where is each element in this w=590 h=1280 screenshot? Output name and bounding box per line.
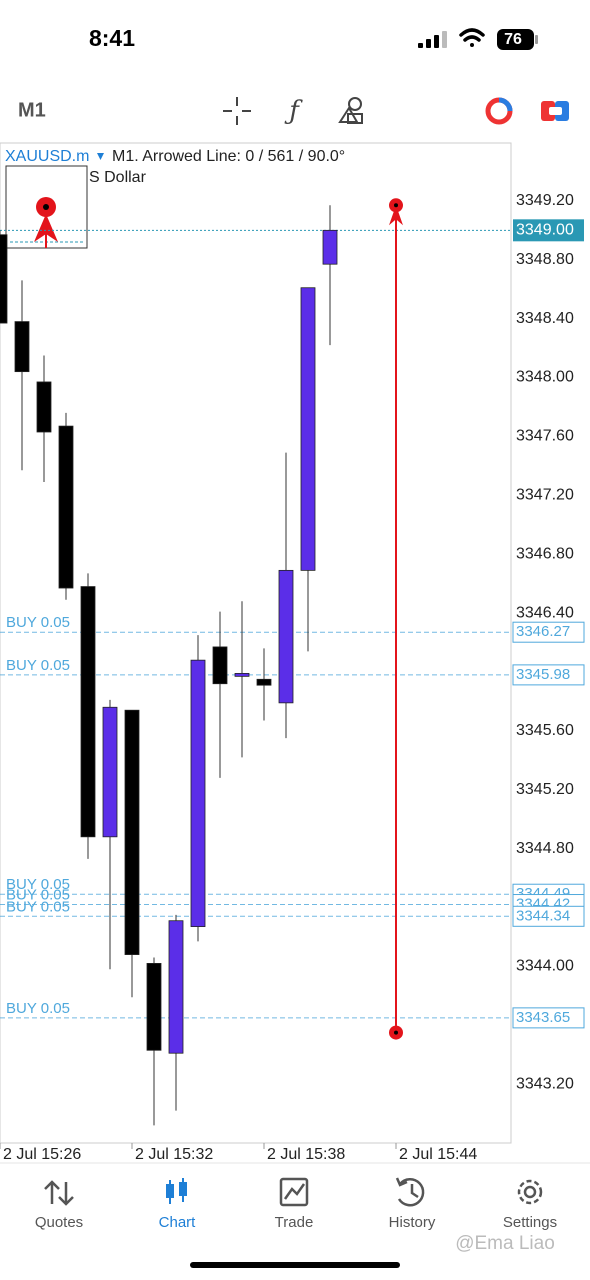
tab-label[interactable]: History <box>389 1214 436 1231</box>
candle-body <box>58 425 74 589</box>
y-tick-label: 3347.20 <box>516 487 574 504</box>
status-time: 8:41 <box>89 25 135 51</box>
history-icon <box>395 1177 425 1207</box>
symbol[interactable]: XAUUSD.m <box>5 148 89 165</box>
order-price: 3345.98 <box>516 666 570 683</box>
symbol-dropdown[interactable] <box>97 153 104 160</box>
y-tick-label: 3345.20 <box>516 781 574 798</box>
price-label: 3349.00 <box>516 222 574 239</box>
candle-body <box>168 920 184 1054</box>
y-tick-label: 3346.80 <box>516 545 574 562</box>
trading-button[interactable] <box>485 97 513 125</box>
plot-frame <box>0 142 512 1144</box>
tab-label[interactable]: Trade <box>275 1214 314 1231</box>
candle-body <box>278 569 294 704</box>
order-price-box <box>512 905 585 927</box>
y-tick-label: 3348.80 <box>516 251 574 268</box>
tab-label[interactable]: Quotes <box>35 1214 83 1231</box>
candle-body <box>256 678 272 686</box>
y-tick-label: 3348.40 <box>516 310 574 327</box>
wifi-icon <box>459 28 485 47</box>
indicators-button[interactable]: ƒ <box>284 96 303 126</box>
trade-icon <box>279 1177 309 1207</box>
candle-body <box>300 287 316 571</box>
quotes-icon <box>44 1180 74 1206</box>
order-price: 3343.65 <box>516 1009 570 1026</box>
candle-body <box>124 709 140 955</box>
battery <box>497 29 534 50</box>
chart-icon <box>166 1178 187 1204</box>
chart-subtitle: M1. Arrowed Line: 0 / 561 / 90.0° <box>112 148 345 165</box>
symbol-description: S Dollar <box>89 169 147 186</box>
y-tick-label: 3348.00 <box>516 369 574 386</box>
price-box <box>513 219 584 242</box>
y-tick-label: 3345.60 <box>516 722 574 739</box>
order-price-box <box>512 621 585 643</box>
order-label: BUY 0.05 <box>6 1000 70 1017</box>
y-tick-label: 3343.20 <box>516 1075 574 1092</box>
battery-tip <box>535 35 538 44</box>
order-price-box <box>512 664 585 686</box>
arrow-end-bottom-dot <box>394 1030 398 1035</box>
battery-level: 76 <box>504 31 522 48</box>
objects-button[interactable] <box>338 97 363 124</box>
order-price-box <box>512 1007 585 1029</box>
arrow-end-top-dot <box>394 203 398 208</box>
candle-body <box>212 646 228 685</box>
tab-label[interactable]: Chart <box>159 1214 197 1231</box>
y-tick-label: 3347.60 <box>516 428 574 445</box>
signal-icon <box>418 31 447 48</box>
crosshair-button[interactable] <box>223 97 251 125</box>
order-price: 3344.34 <box>516 907 570 924</box>
order-price: 3346.27 <box>516 623 570 640</box>
tab-bar: Quotes Chart Trade History Settings <box>35 1214 557 1231</box>
settings-icon <box>517 1179 543 1205</box>
tab-label[interactable]: Settings <box>503 1214 557 1231</box>
order-label: BUY 0.05 <box>6 898 70 915</box>
home-indicator <box>190 1262 400 1268</box>
one-click-button[interactable] <box>541 101 569 121</box>
order-label: BUY 0.05 <box>6 657 70 674</box>
y-tick-label: 3344.00 <box>516 958 574 975</box>
arrow-head <box>389 205 403 226</box>
candle-body <box>190 659 206 928</box>
candle-body <box>36 381 52 433</box>
candle-body <box>322 229 338 265</box>
y-tick-label: 3349.20 <box>516 192 574 209</box>
candle-body <box>0 234 8 324</box>
candle-body <box>102 706 118 838</box>
y-tick-label: 3346.40 <box>516 604 574 621</box>
candle-body <box>234 673 250 677</box>
y-tick-label: 3344.80 <box>516 840 574 857</box>
x-tick-label: 2 Jul 15:44 <box>399 1146 477 1163</box>
order-label: BUY 0.05 <box>6 876 70 893</box>
watermark: @Ema Liao <box>455 1233 555 1254</box>
candle-body <box>80 586 96 838</box>
order-label: BUY 0.05 <box>6 614 70 631</box>
candle-body <box>14 321 30 373</box>
timeframe-button[interactable]: M1 <box>18 99 46 121</box>
x-tick-label: 2 Jul 15:32 <box>135 1146 213 1163</box>
order-label: BUY 0.05 <box>6 886 70 903</box>
x-tick-label: 2 Jul 15:38 <box>267 1146 345 1163</box>
candle-body <box>146 963 162 1051</box>
x-tick-label: 2 Jul 15:26 <box>3 1146 81 1163</box>
